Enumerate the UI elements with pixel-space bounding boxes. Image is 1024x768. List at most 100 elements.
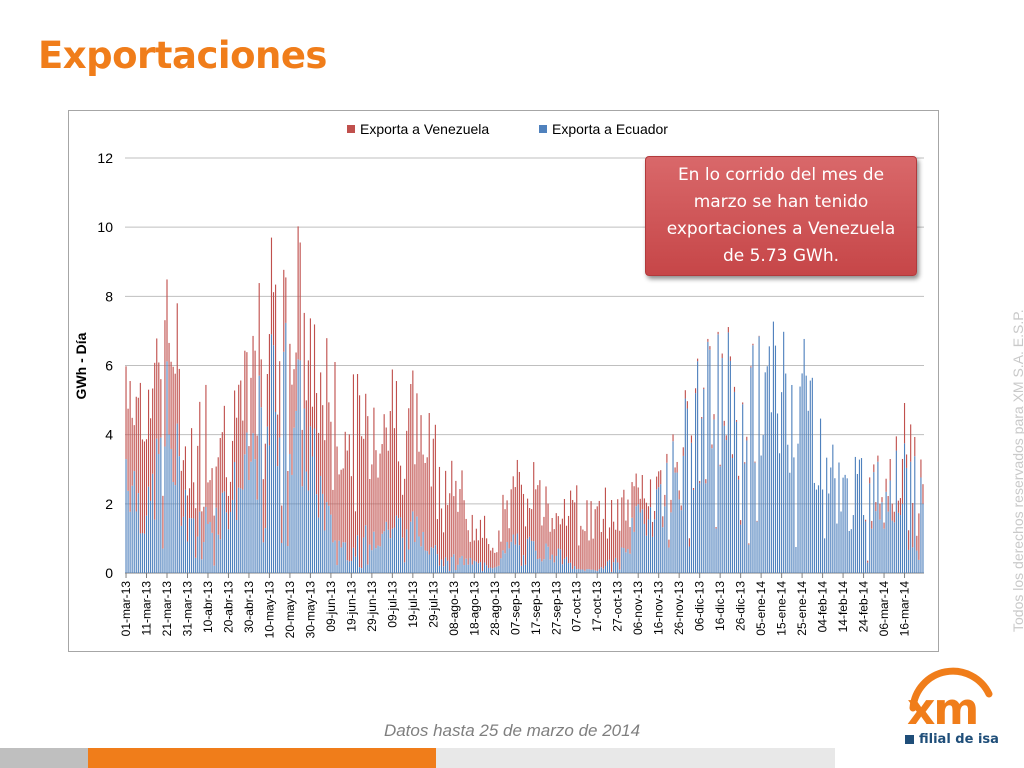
- bar-ecuador: [916, 550, 918, 573]
- bar-ecuador: [199, 511, 201, 573]
- bar-venezuela: [389, 411, 391, 539]
- bar-venezuela: [191, 428, 193, 519]
- bar-venezuela: [248, 446, 250, 481]
- bar-ecuador: [617, 562, 619, 573]
- bar-ecuador: [373, 531, 375, 573]
- logo-square-icon: [905, 735, 914, 744]
- bar-segment-light: [436, 748, 835, 768]
- bar-ecuador: [438, 565, 441, 573]
- bar-venezuela: [225, 477, 227, 513]
- bar-venezuela: [531, 509, 533, 541]
- bar-ecuador: [377, 545, 379, 573]
- bar-ecuador: [334, 540, 336, 573]
- bar-venezuela: [705, 479, 707, 484]
- bar-ecuador: [328, 505, 330, 573]
- bar-ecuador: [719, 466, 721, 573]
- bar-ecuador: [494, 567, 496, 573]
- bar-venezuela: [416, 393, 418, 517]
- bar-ecuador: [586, 569, 588, 573]
- bar-venezuela: [580, 525, 582, 570]
- bar-venezuela: [647, 506, 650, 520]
- x-tick-label: 21-mar-13: [160, 581, 174, 637]
- bar-venezuela: [195, 508, 197, 558]
- bar-ecuador: [906, 467, 908, 573]
- bar-ecuador: [836, 523, 838, 573]
- bar-venezuela: [340, 469, 342, 548]
- bar-venezuela: [266, 374, 268, 427]
- bar-venezuela: [397, 461, 400, 519]
- bar-ecuador: [518, 545, 520, 573]
- bar-venezuela: [533, 462, 535, 542]
- bar-ecuador: [283, 351, 285, 573]
- bar-ecuador: [309, 426, 311, 573]
- bar-ecuador: [268, 445, 270, 573]
- bar-venezuela: [744, 462, 746, 464]
- bar-ecuador: [656, 489, 658, 573]
- bar-ecuador: [789, 472, 791, 573]
- bar-ecuador: [469, 558, 471, 573]
- bar-venezuela: [262, 479, 264, 543]
- bar-venezuela: [604, 487, 606, 566]
- bar-venezuela: [727, 327, 729, 333]
- bar-ecuador: [565, 556, 568, 573]
- bar-ecuador: [627, 548, 629, 573]
- bar-ecuador: [277, 466, 279, 573]
- bar-ecuador: [674, 472, 676, 573]
- bar-venezuela: [641, 475, 643, 510]
- legend-entry: Exporta a Venezuela: [360, 121, 489, 137]
- bar-ecuador: [215, 507, 217, 573]
- bar-venezuela: [588, 540, 590, 570]
- bar-venezuela: [518, 471, 520, 546]
- bar-ecuador: [914, 456, 916, 573]
- bar-ecuador: [486, 565, 488, 573]
- bar-venezuela: [420, 415, 422, 547]
- bar-ecuador: [697, 361, 699, 573]
- bar-venezuela: [873, 464, 875, 473]
- bar-venezuela: [188, 488, 191, 519]
- bar-ecuador: [750, 367, 752, 573]
- bar-venezuela: [467, 530, 469, 565]
- bar-ecuador: [346, 560, 348, 573]
- bar-ecuador: [768, 346, 770, 573]
- bar-ecuador: [318, 517, 320, 573]
- bar-ecuador: [240, 488, 242, 573]
- bar-ecuador: [606, 561, 609, 573]
- bar-venezuela: [490, 550, 492, 568]
- bar-venezuela: [402, 494, 404, 538]
- bar-ecuador: [387, 529, 389, 573]
- bar-venezuela: [393, 428, 395, 528]
- bar-venezuela: [891, 503, 893, 521]
- bar-ecuador: [910, 461, 912, 573]
- bar-ecuador: [901, 503, 904, 573]
- bar-ecuador: [152, 473, 154, 573]
- bar-ecuador: [356, 535, 359, 573]
- bar-venezuela: [283, 269, 285, 352]
- bar-ecuador: [834, 478, 836, 573]
- bar-ecuador: [852, 515, 854, 573]
- bar-venezuela: [193, 482, 195, 519]
- bar-ecuador: [354, 556, 357, 573]
- legend-swatch: [347, 125, 355, 133]
- bar-ecuador: [647, 519, 650, 573]
- bar-ecuador: [234, 461, 236, 573]
- bar-venezuela: [877, 455, 879, 462]
- bar-ecuador: [893, 522, 895, 573]
- bar-venezuela: [287, 470, 289, 547]
- bar-venezuela: [406, 430, 408, 530]
- bar-ecuador: [143, 533, 146, 573]
- bar-ecuador: [397, 518, 400, 573]
- bar-ecuador: [391, 528, 393, 573]
- bar-venezuela: [174, 373, 176, 486]
- bar-venezuela: [555, 513, 557, 556]
- bar-venezuela: [184, 446, 187, 490]
- bar-ecuador: [797, 443, 799, 573]
- bar-ecuador: [330, 514, 332, 573]
- x-tick-label: 29-jun-13: [365, 581, 379, 632]
- bar-venezuela: [322, 405, 324, 494]
- bar-venezuela: [481, 537, 484, 571]
- bar-ecuador: [383, 531, 385, 573]
- bar-ecuador: [520, 565, 522, 573]
- bar-venezuela: [670, 499, 672, 513]
- bar-venezuela: [910, 424, 912, 462]
- bar-venezuela: [565, 525, 568, 557]
